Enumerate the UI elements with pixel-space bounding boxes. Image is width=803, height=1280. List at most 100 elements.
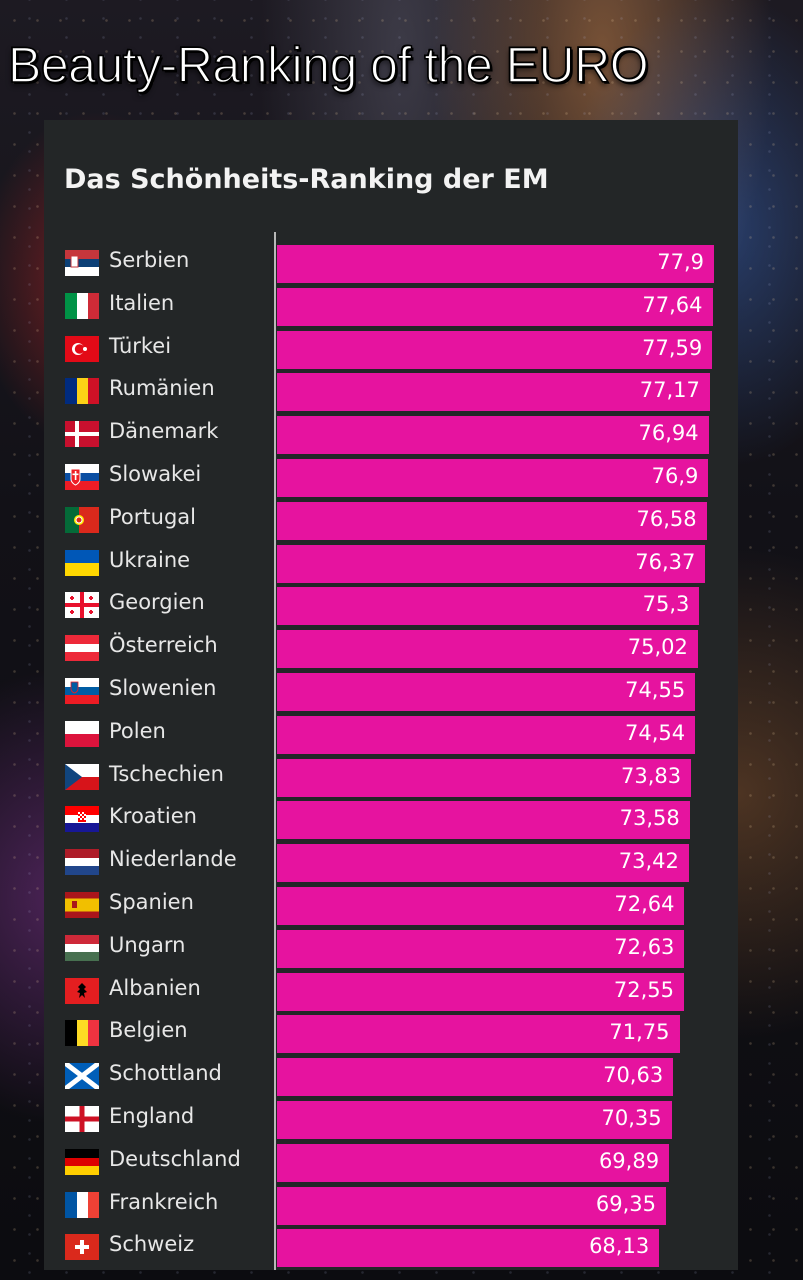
bar: 69,35	[277, 1186, 667, 1225]
value-label: 73,42	[618, 849, 679, 874]
austria-flag-icon	[65, 635, 99, 662]
bar: 70,63	[277, 1058, 674, 1097]
bar: 74,54	[277, 715, 696, 754]
category-label: Polen	[109, 718, 166, 743]
scotland-flag-icon	[65, 1063, 99, 1090]
value-label: 77,59	[642, 335, 703, 360]
chart-panel: Das Schönheits-Ranking der EM Serbien 77,…	[44, 120, 738, 1270]
value-label: 77,64	[642, 292, 703, 317]
bar: 77,64	[277, 287, 713, 326]
category-label: Deutschland	[109, 1146, 241, 1171]
category-label: Rumänien	[109, 376, 215, 401]
category-label: Frankreich	[109, 1189, 219, 1214]
serbia-flag-icon	[65, 250, 99, 276]
hungary-flag-icon	[65, 934, 99, 961]
italy-flag-icon	[65, 292, 99, 319]
value-label: 74,55	[625, 678, 686, 702]
bar-row: Ungarn 72,63	[44, 929, 738, 968]
bar-row: Albanien 72,55	[44, 972, 738, 1011]
value-label: 76,58	[636, 506, 697, 531]
value-label: 74,54	[625, 720, 686, 745]
category-label: Portugal	[109, 504, 196, 529]
bar-row: Belgien 71,75	[44, 1015, 738, 1054]
bar: 76,94	[277, 416, 709, 455]
bar: 73,58	[277, 801, 690, 840]
category-label: Schweiz	[109, 1232, 195, 1257]
bar-row: Dänemark 76,94	[44, 416, 738, 455]
slovenia-flag-icon	[65, 678, 99, 704]
slovakia-flag-icon	[65, 464, 99, 490]
category-label: Dänemark	[109, 419, 219, 444]
value-label: 76,9	[651, 464, 699, 488]
category-label: Ukraine	[109, 547, 191, 572]
value-label: 75,3	[642, 592, 690, 617]
bar: 69,89	[277, 1143, 670, 1182]
bar-row: Schweiz 68,13	[44, 1229, 738, 1268]
value-label: 70,63	[603, 1063, 664, 1088]
category-label: Italien	[109, 290, 175, 315]
value-label: 72,55	[613, 977, 674, 1002]
value-label: 68,13	[589, 1234, 650, 1259]
bar-row: Türkei 77,59	[44, 330, 738, 369]
bar-row: Slowenien 74,55	[44, 673, 738, 711]
category-label: Slowakei	[109, 462, 202, 486]
category-label: Österreich	[109, 633, 218, 658]
value-label: 75,02	[627, 635, 688, 660]
denmark-flag-icon	[65, 421, 99, 448]
bar-row: Österreich 75,02	[44, 630, 738, 669]
france-flag-icon	[65, 1191, 99, 1218]
category-label: Albanien	[109, 975, 201, 1000]
bar: 70,35	[277, 1101, 672, 1139]
axis-line	[274, 232, 276, 1270]
switzerland-flag-icon	[65, 1234, 99, 1261]
netherlands-flag-icon	[65, 849, 99, 876]
ukraine-flag-icon	[65, 549, 99, 576]
bar: 77,9	[277, 245, 714, 283]
albania-flag-icon	[65, 977, 99, 1004]
value-label: 71,75	[609, 1020, 670, 1045]
bar-row: Frankreich 69,35	[44, 1186, 738, 1225]
bar-row: Italien 77,64	[44, 287, 738, 326]
bar: 76,58	[277, 501, 707, 540]
bar: 74,55	[277, 673, 696, 711]
bar: 75,02	[277, 630, 698, 669]
bar: 71,75	[277, 1015, 680, 1054]
georgia-flag-icon	[65, 592, 99, 619]
bar-row: Serbien 77,9	[44, 245, 738, 283]
bar-row: Georgien 75,3	[44, 587, 738, 626]
bar-row: Polen 74,54	[44, 715, 738, 754]
chart-title: Das Schönheits-Ranking der EM	[64, 164, 549, 195]
category-label: Serbien	[109, 248, 190, 272]
headline: Beauty-Ranking of the EURO	[7, 36, 649, 94]
value-label: 73,58	[619, 806, 680, 831]
czechia-flag-icon	[65, 763, 99, 790]
value-label: 69,35	[595, 1191, 657, 1216]
bar: 76,37	[277, 544, 706, 583]
bar-row: Kroatien 73,58	[44, 801, 738, 840]
bar-row: Ukraine 76,37	[44, 544, 738, 583]
belgium-flag-icon	[65, 1020, 99, 1047]
category-label: Türkei	[109, 333, 172, 358]
value-label: 69,89	[598, 1148, 660, 1173]
category-label: Tschechien	[109, 761, 224, 786]
bar: 73,42	[277, 844, 689, 883]
bar: 73,83	[277, 758, 692, 797]
bar-row: Slowakei 76,9	[44, 459, 738, 497]
germany-flag-icon	[65, 1148, 99, 1175]
value-label: 73,83	[621, 763, 682, 788]
bar-row: Tschechien 73,83	[44, 758, 738, 797]
bar: 75,3	[277, 587, 700, 626]
bar-row: Deutschland 69,89	[44, 1143, 738, 1182]
category-label: Schottland	[109, 1061, 222, 1086]
bar: 72,63	[277, 929, 685, 968]
portugal-flag-icon	[65, 506, 99, 533]
bar-row: Schottland 70,63	[44, 1058, 738, 1097]
bar: 77,59	[277, 330, 713, 369]
value-label: 76,37	[635, 549, 696, 574]
croatia-flag-icon	[65, 806, 99, 833]
category-label: Slowenien	[109, 676, 217, 700]
bar: 72,64	[277, 887, 685, 925]
category-label: Kroatien	[109, 804, 197, 829]
value-label: 77,9	[657, 250, 704, 274]
poland-flag-icon	[65, 720, 99, 747]
